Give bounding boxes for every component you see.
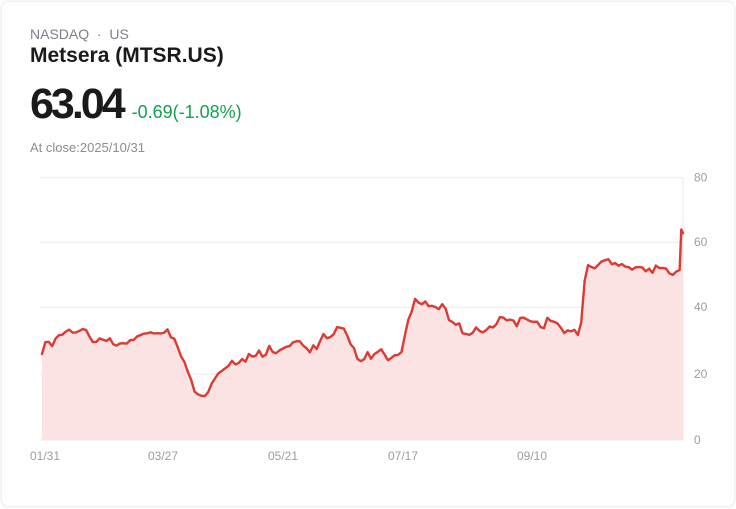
svg-text:0: 0 — [694, 433, 701, 447]
svg-text:03/27: 03/27 — [148, 449, 178, 463]
svg-text:01/31: 01/31 — [30, 449, 60, 463]
svg-text:20: 20 — [694, 367, 708, 381]
svg-text:09/10: 09/10 — [517, 449, 547, 463]
svg-text:40: 40 — [694, 300, 708, 314]
svg-text:60: 60 — [694, 235, 708, 249]
svg-text:80: 80 — [694, 171, 708, 185]
svg-text:07/17: 07/17 — [388, 449, 418, 463]
svg-text:05/21: 05/21 — [268, 449, 298, 463]
